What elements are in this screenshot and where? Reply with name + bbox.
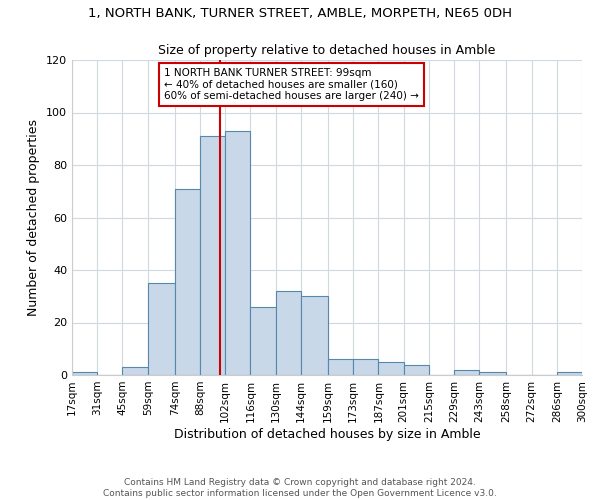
Text: Contains HM Land Registry data © Crown copyright and database right 2024.
Contai: Contains HM Land Registry data © Crown c…	[103, 478, 497, 498]
Bar	[175, 188, 200, 375]
Bar	[353, 359, 379, 375]
Title: Size of property relative to detached houses in Amble: Size of property relative to detached ho…	[158, 44, 496, 58]
X-axis label: Distribution of detached houses by size in Amble: Distribution of detached houses by size …	[173, 428, 481, 440]
Bar	[122, 367, 148, 375]
Bar	[250, 306, 275, 375]
Bar	[328, 359, 353, 375]
Bar	[479, 372, 506, 375]
Bar	[557, 372, 582, 375]
Bar	[275, 291, 301, 375]
Text: 1 NORTH BANK TURNER STREET: 99sqm
← 40% of detached houses are smaller (160)
60%: 1 NORTH BANK TURNER STREET: 99sqm ← 40% …	[164, 68, 419, 101]
Bar	[148, 283, 175, 375]
Bar	[200, 136, 225, 375]
Bar	[379, 362, 404, 375]
Bar	[404, 364, 429, 375]
Y-axis label: Number of detached properties: Number of detached properties	[28, 119, 40, 316]
Bar	[225, 131, 250, 375]
Bar	[301, 296, 328, 375]
Bar	[454, 370, 479, 375]
Bar	[72, 372, 97, 375]
Text: 1, NORTH BANK, TURNER STREET, AMBLE, MORPETH, NE65 0DH: 1, NORTH BANK, TURNER STREET, AMBLE, MOR…	[88, 8, 512, 20]
